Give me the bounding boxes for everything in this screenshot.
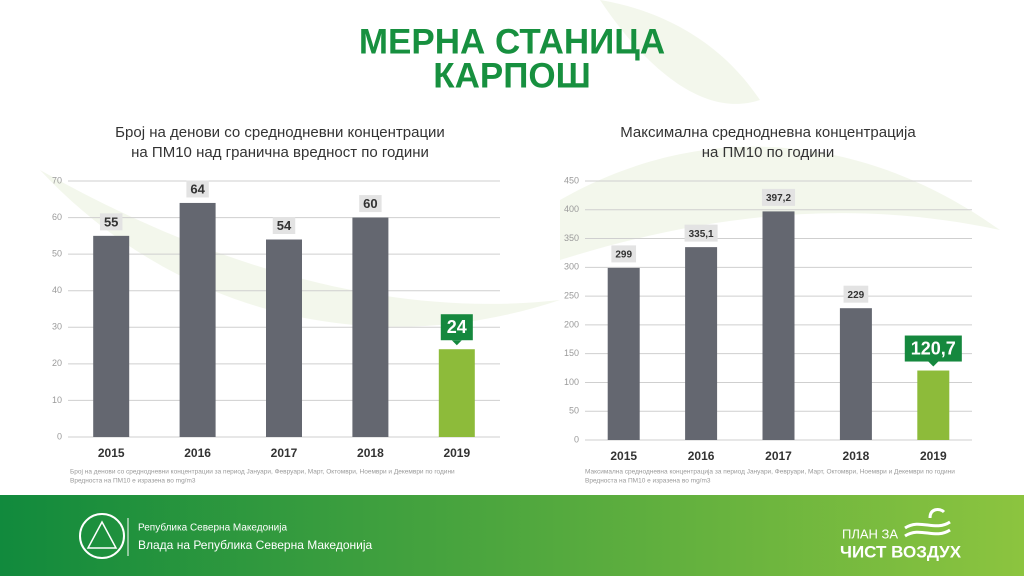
y-tick-label: 0: [574, 434, 579, 444]
chart-title: Број на денови со среднодневни концентра…: [115, 124, 445, 141]
value-label-pointer: [928, 361, 939, 367]
value-label-box: [440, 314, 473, 341]
plan-logo: [904, 508, 951, 538]
value-label-box: [611, 245, 637, 263]
chart-title: Максимална среднодневна концентрација: [620, 124, 916, 141]
bar: [917, 370, 950, 440]
value-label-box: [186, 180, 209, 198]
value-label-box: [843, 285, 869, 303]
page-title: МЕРНА СТАНИЦА: [359, 22, 665, 61]
y-tick-label: 450: [564, 175, 579, 185]
x-tick-label: 2017: [765, 449, 792, 463]
bar: [685, 247, 718, 440]
footer-band: [0, 495, 1024, 576]
x-tick-label: 2018: [843, 449, 870, 463]
value-label-box: [684, 224, 718, 242]
y-tick-label: 70: [52, 175, 62, 185]
value-label: 299: [615, 250, 632, 261]
value-label: 229: [848, 290, 865, 301]
value-label: 60: [363, 196, 377, 211]
value-label: 55: [104, 214, 118, 229]
y-tick-label: 300: [564, 262, 579, 272]
x-tick-label: 2018: [357, 446, 384, 460]
value-label-box: [99, 213, 123, 231]
value-label: 54: [277, 218, 292, 233]
coat-of-arms-detail: [86, 520, 118, 549]
bar: [762, 211, 795, 440]
value-label-pointer: [451, 340, 462, 346]
value-label: 397,2: [766, 193, 791, 204]
government-name: Влада на Република Северна Македонија: [138, 538, 373, 552]
background-leaves: [40, 0, 1000, 327]
coat-of-arms: [79, 513, 125, 559]
y-tick-label: 150: [564, 348, 579, 358]
x-tick-label: 2019: [443, 446, 470, 460]
y-tick-label: 40: [52, 285, 62, 295]
value-label-box: [761, 188, 796, 206]
y-tick-label: 50: [52, 249, 62, 259]
value-label: 24: [447, 317, 467, 337]
x-tick-label: 2019: [920, 449, 947, 463]
bar: [93, 235, 130, 437]
value-label: 335,1: [689, 229, 714, 240]
plan-name: ЧИСТ ВОЗДУХ: [840, 542, 962, 561]
x-tick-label: 2015: [98, 446, 125, 460]
y-tick-label: 250: [564, 290, 579, 300]
y-tick-label: 350: [564, 233, 579, 243]
footnote: Вредноста на ПМ10 е изразена во mg/m3: [70, 478, 196, 485]
x-tick-label: 2016: [184, 446, 211, 460]
footnote: Број на денови со среднодневни концентра…: [70, 469, 455, 476]
chart-title: на ПМ10 над гранична вредност по години: [131, 144, 429, 161]
y-tick-label: 30: [52, 322, 62, 332]
y-tick-label: 100: [564, 377, 579, 387]
y-tick-label: 20: [52, 358, 62, 368]
value-label-box: [904, 335, 962, 362]
value-label-box: [359, 195, 382, 213]
y-tick-label: 10: [52, 395, 62, 405]
footnote: Максимална среднодневна концентрација за…: [585, 469, 955, 476]
y-tick-label: 60: [52, 212, 62, 222]
chart-title: на ПМ10 по години: [702, 144, 835, 161]
x-tick-label: 2016: [688, 449, 715, 463]
bar: [266, 239, 302, 437]
value-label: 120,7: [911, 338, 956, 358]
bar: [352, 217, 389, 437]
value-label-box: [272, 217, 296, 235]
y-tick-label: 200: [564, 319, 579, 329]
bar: [839, 308, 872, 440]
plan-label: ПЛАН ЗА: [842, 526, 898, 541]
bar: [438, 349, 475, 437]
country-name: Република Северна Македонија: [138, 522, 287, 534]
page-title: КАРПОШ: [433, 56, 591, 95]
x-tick-label: 2015: [610, 449, 637, 463]
footnote: Вредноста на ПМ10 е изразена во mg/m3: [585, 478, 711, 485]
x-tick-label: 2017: [271, 446, 298, 460]
bar: [607, 267, 640, 440]
y-tick-label: 400: [564, 204, 579, 214]
bar: [179, 202, 216, 437]
y-tick-label: 50: [569, 406, 579, 416]
y-tick-label: 0: [57, 431, 62, 441]
value-label: 64: [190, 181, 205, 196]
